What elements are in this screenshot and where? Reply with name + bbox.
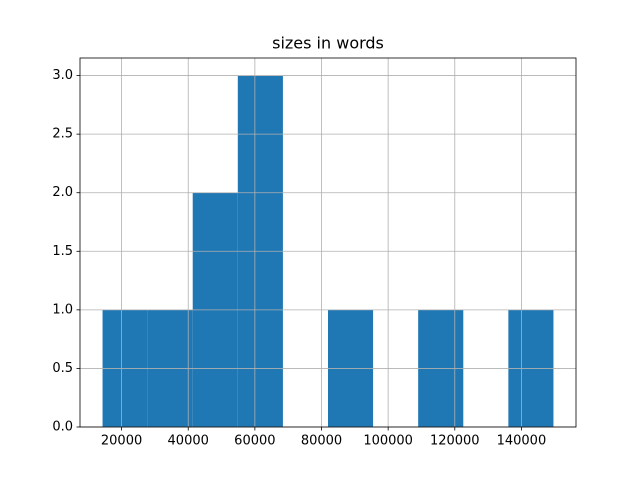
- y-tick-label: 0.5: [52, 361, 73, 376]
- plot-frame: [79, 57, 577, 428]
- x-tick-label: 60000: [234, 434, 275, 449]
- x-tick-label: 140000: [497, 434, 547, 449]
- y-tick-label: 0.0: [52, 420, 73, 435]
- y-tick-label: 2.0: [52, 185, 73, 200]
- x-tick-label: 100000: [363, 434, 413, 449]
- x-tick-label: 80000: [301, 434, 342, 449]
- chart-title: sizes in words: [272, 34, 384, 53]
- y-tick-label: 1.0: [52, 302, 73, 317]
- y-tick-label: 1.5: [52, 244, 73, 259]
- y-tick-label: 2.5: [52, 127, 73, 142]
- x-tick-label: 120000: [430, 434, 480, 449]
- y-tick-label: 3.0: [52, 68, 73, 83]
- x-tick-label: 40000: [168, 434, 209, 449]
- x-tick-label: 20000: [101, 434, 142, 449]
